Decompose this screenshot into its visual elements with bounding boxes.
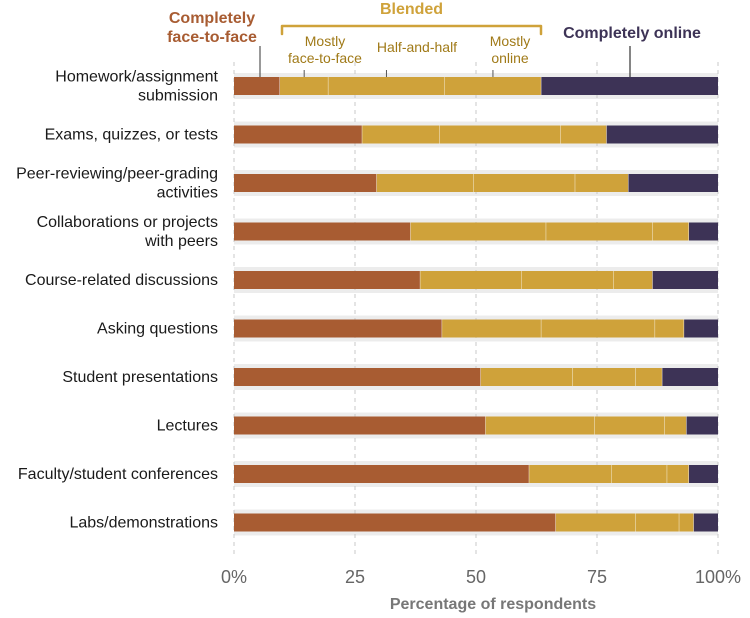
x-tick-label: 25 <box>345 567 365 587</box>
bar-segment <box>439 125 561 144</box>
bar-segment <box>611 465 668 483</box>
category-label: Peer-reviewing/peer-grading activities <box>16 166 218 202</box>
bar-segment <box>234 222 411 241</box>
bar-segment <box>575 174 629 192</box>
legend-label-blended-sub: Half-and-half <box>377 39 457 55</box>
bar-segment <box>594 416 665 435</box>
bar-segment <box>420 271 522 289</box>
bar-segment <box>652 271 718 289</box>
bar-segment <box>473 174 576 192</box>
legend-group-blended: Blended <box>380 1 443 18</box>
bar-segment <box>686 416 718 435</box>
legend-bracket <box>280 24 543 36</box>
x-axis-ticks: 0% 25 50 75 100% <box>221 567 741 587</box>
bar-segment <box>376 174 474 192</box>
category-label: Collaborations or projects with peers <box>37 214 218 250</box>
legend-label-online: Completely online <box>563 25 701 42</box>
legend-label-blended-sub: Mostly face-to-face <box>288 33 362 66</box>
bar-segment <box>234 77 280 95</box>
category-label: Exams, quizzes, or tests <box>45 127 218 144</box>
bar-segment <box>688 222 718 241</box>
category-label: Faculty/student conferences <box>18 466 218 483</box>
category-labels: Homework/assignment submission Exams, quiz… <box>16 69 218 532</box>
bar-segment <box>667 465 689 483</box>
bar-segment <box>560 125 607 144</box>
bar-segment <box>234 465 530 483</box>
category-label: Student presentations <box>62 369 218 386</box>
bar-segment <box>688 465 718 483</box>
bar-segment <box>541 77 718 95</box>
legend-label-face-to-face: Completely face-to-face <box>167 10 257 46</box>
x-tick-label: 0% <box>221 567 247 587</box>
bar-segment <box>234 368 481 386</box>
category-label: Lectures <box>157 418 218 435</box>
bar-segment <box>613 271 653 289</box>
x-axis-title: Percentage of respondents <box>390 596 596 613</box>
bar-segment <box>541 319 656 338</box>
bars <box>234 77 718 532</box>
x-tick-label: 75 <box>587 567 607 587</box>
bar-segment <box>664 416 687 435</box>
bar-segment <box>234 125 363 144</box>
bar-segment <box>480 368 573 386</box>
x-tick-label: 100% <box>695 567 741 587</box>
bar-segment <box>635 513 680 532</box>
bar-segment <box>652 222 689 241</box>
bar-segment <box>362 125 440 144</box>
category-label: Homework/assignment submission <box>55 69 218 105</box>
bar-segment <box>234 513 556 532</box>
bar-segment <box>529 465 612 483</box>
category-label: Asking questions <box>97 321 218 338</box>
bar-segment <box>662 368 718 386</box>
bar-segment <box>442 319 542 338</box>
category-label: Course-related discussions <box>25 272 218 289</box>
category-label: Labs/demonstrations <box>69 515 218 532</box>
bar-segment <box>606 125 718 144</box>
legend-label-blended-sub: Mostly online <box>490 33 530 66</box>
bar-segment <box>655 319 685 338</box>
bar-segment <box>684 319 718 338</box>
bar-segment <box>328 77 445 95</box>
bar-segment <box>635 368 663 386</box>
bar-segment <box>410 222 547 241</box>
x-tick-label: 50 <box>466 567 486 587</box>
bar-segment <box>444 77 542 95</box>
bar-segment <box>234 271 421 289</box>
bar-segment <box>279 77 329 95</box>
bar-segment <box>693 513 718 532</box>
bar-segment <box>628 174 718 192</box>
bar-segment <box>572 368 636 386</box>
bar-segment <box>555 513 636 532</box>
bar-segment <box>546 222 653 241</box>
bar-segment <box>234 319 443 338</box>
bar-segment <box>521 271 614 289</box>
bar-segment <box>234 174 377 192</box>
legend: Completely face-to-face Blended Mostly face-… <box>167 1 701 77</box>
bar-segment <box>485 416 595 435</box>
bar-segment <box>234 416 486 435</box>
bar-segment <box>679 513 694 532</box>
